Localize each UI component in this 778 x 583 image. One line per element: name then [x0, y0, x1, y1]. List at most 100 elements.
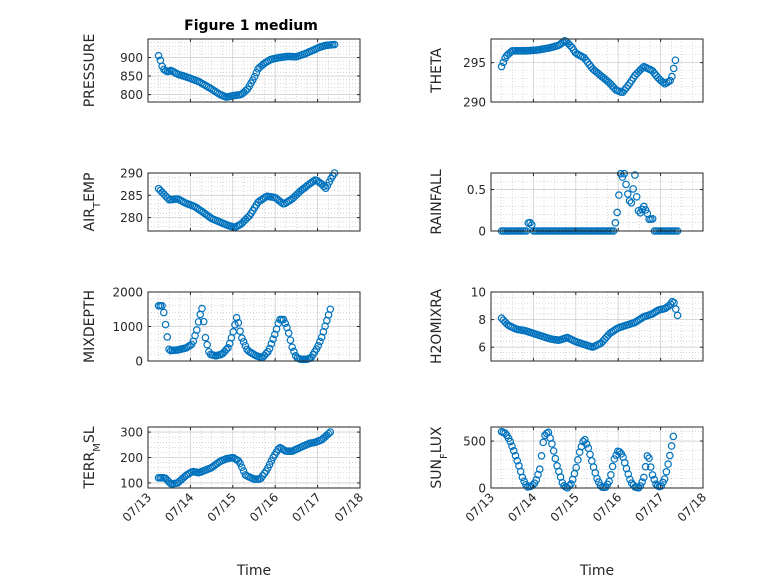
data-point	[326, 428, 335, 436]
data-point	[669, 64, 678, 73]
y-tick-label: 500	[463, 435, 486, 449]
data-point	[290, 347, 298, 356]
data-point	[623, 190, 632, 198]
data-point	[234, 318, 243, 327]
y-axis-label: AIRTEMP	[82, 173, 103, 232]
data-point	[549, 447, 558, 455]
data-point	[241, 341, 250, 350]
data-point	[567, 480, 575, 488]
y-tick-label: 200	[120, 451, 143, 465]
data-point	[324, 429, 333, 438]
data-point	[551, 454, 560, 463]
y-tick-label: 8	[478, 313, 486, 327]
y-tick-label: 295	[463, 56, 486, 70]
y-axis-label: MIXDEPTH	[82, 290, 98, 363]
data-point	[632, 192, 641, 201]
data-point	[518, 473, 527, 482]
data-point	[648, 214, 657, 223]
data-point	[645, 454, 653, 463]
data-point	[279, 315, 288, 324]
data-point	[163, 333, 172, 341]
data-point	[236, 459, 244, 468]
y-tick-label: 2000	[112, 286, 143, 300]
data-point	[160, 308, 168, 317]
data-point	[499, 58, 508, 67]
data-point	[199, 317, 208, 326]
y-axis-label: THETA	[429, 48, 445, 94]
data-point	[667, 442, 676, 450]
data-point	[262, 349, 270, 358]
data-point	[664, 77, 673, 86]
data-point	[625, 197, 634, 205]
y-axis-label: SUNFLUX	[429, 426, 450, 489]
figure-title: Figure 1 medium	[184, 18, 318, 34]
data-point	[574, 456, 582, 464]
data-point	[513, 456, 522, 465]
axes-background	[491, 173, 703, 231]
data-point	[636, 482, 645, 490]
x-axis-label: Time	[236, 563, 271, 579]
data-point	[281, 319, 290, 328]
data-point	[572, 463, 580, 472]
data-point	[611, 219, 620, 227]
data-point	[314, 341, 322, 350]
data-point	[165, 345, 173, 354]
data-point	[238, 334, 246, 342]
y-tick-label: 290	[463, 96, 486, 110]
data-point	[641, 462, 650, 471]
data-point	[627, 199, 636, 207]
data-point	[615, 191, 623, 199]
data-point	[265, 344, 274, 353]
data-point	[659, 78, 667, 87]
data-point	[239, 467, 248, 475]
data-point	[638, 64, 646, 72]
data-point	[154, 51, 163, 60]
data-point	[622, 180, 630, 189]
data-point	[581, 435, 589, 444]
y-tick-label: 300	[120, 426, 143, 440]
data-point	[224, 344, 232, 352]
data-point	[269, 335, 277, 343]
subplot-rainfall: 0 0.5 RAINFALL	[429, 169, 704, 239]
data-point	[192, 326, 201, 334]
y-tick-label: 285	[120, 189, 143, 203]
data-point	[615, 448, 624, 456]
data-point	[323, 181, 332, 190]
axes-frame	[490, 172, 704, 232]
y-tick-label: 1000	[112, 320, 143, 334]
data-point	[660, 475, 669, 483]
data-point	[267, 340, 276, 348]
y-tick-label: 100	[120, 476, 143, 490]
data-point	[222, 345, 231, 354]
data-point	[320, 182, 328, 191]
subplot-air-temp: 280 285 290 AIRTEMP	[82, 167, 361, 232]
y-axis-label: H2OMIXRA	[429, 289, 445, 364]
subplot-theta: 290 295 THETA	[429, 37, 704, 110]
data-point	[526, 218, 534, 227]
data-point	[236, 327, 244, 336]
data-point	[535, 465, 544, 474]
data-point	[608, 462, 617, 471]
y-tick-label: 850	[120, 70, 143, 84]
y-axis-label: TERRMSL	[82, 426, 103, 489]
data-point	[161, 320, 170, 329]
data-point	[666, 76, 674, 85]
data-point	[198, 304, 206, 313]
data-point	[666, 451, 674, 460]
data-point	[316, 337, 324, 346]
data-point	[326, 305, 335, 314]
data-point	[537, 451, 546, 460]
data-point	[506, 437, 515, 446]
data-point	[565, 482, 574, 490]
axes-frame	[490, 291, 704, 362]
data-point	[288, 343, 296, 352]
subplot-mixdepth: 0 1000 2000 MIXDEPTH	[82, 286, 361, 369]
data-point	[613, 208, 621, 217]
y-tick-label: 800	[120, 88, 143, 102]
data-point	[640, 473, 648, 482]
y-tick-label: 6	[478, 341, 486, 355]
data-point	[638, 478, 646, 486]
data-point	[274, 445, 283, 453]
y-tick-label: 280	[120, 211, 143, 225]
